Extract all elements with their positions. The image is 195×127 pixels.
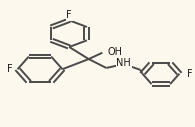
Text: NH: NH [116,58,131,68]
Text: OH: OH [107,47,122,57]
Text: F: F [187,69,192,79]
Text: F: F [7,64,12,74]
Text: F: F [66,11,72,20]
